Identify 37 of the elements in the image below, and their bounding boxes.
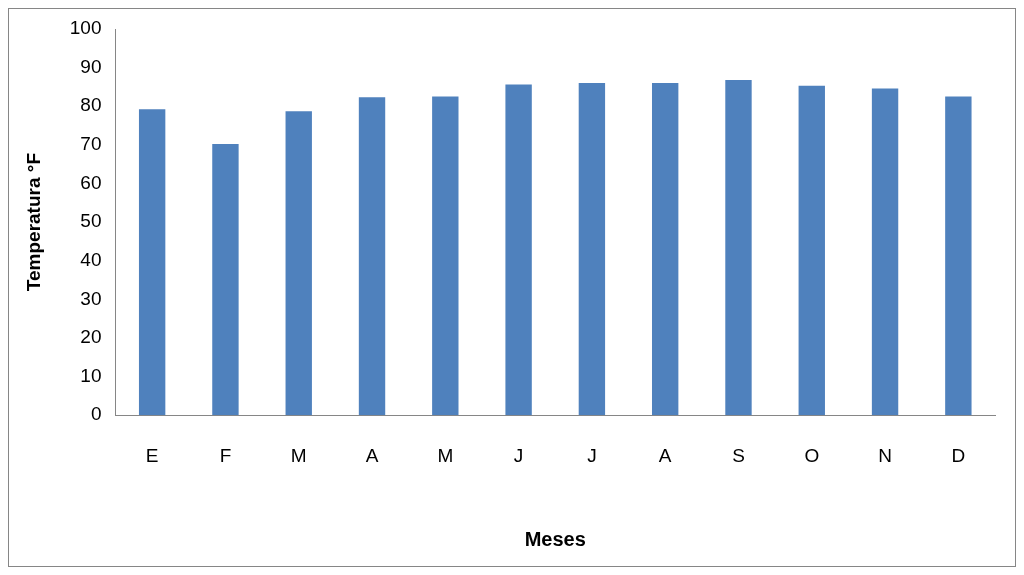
y-tick-label: 70 <box>80 133 102 155</box>
y-tick-label: 50 <box>80 210 102 232</box>
bar <box>652 83 679 416</box>
y-tick-label: 20 <box>80 326 102 348</box>
bar <box>871 88 899 416</box>
bar <box>432 96 459 416</box>
x-tick-label: N <box>878 444 892 466</box>
bar <box>798 85 825 416</box>
x-tick-label: J <box>587 444 597 466</box>
x-tick-label: A <box>658 444 672 466</box>
bar <box>358 97 386 416</box>
x-tick-label: M <box>437 444 454 466</box>
y-tick-label: 30 <box>80 287 102 309</box>
y-tick-label: 40 <box>80 248 102 270</box>
x-tick-label: F <box>219 444 232 466</box>
y-tick-label: 100 <box>69 17 102 39</box>
x-tick-label: E <box>145 444 159 466</box>
x-axis-title: Meses <box>524 527 586 550</box>
x-tick-label: S <box>732 444 745 466</box>
y-tick-label: 60 <box>80 171 102 193</box>
y-axis-title: Temperatura °F <box>22 153 44 292</box>
x-tick-label: M <box>290 444 307 466</box>
bar <box>725 79 752 416</box>
x-tick-label: O <box>804 444 820 466</box>
x-tick-label: J <box>513 444 524 466</box>
x-tick-label: A <box>365 444 379 466</box>
bar <box>578 83 606 416</box>
bar <box>285 111 312 416</box>
bar <box>945 96 972 416</box>
y-tick-label: 90 <box>80 55 102 77</box>
bar <box>505 84 532 416</box>
bar <box>212 144 239 416</box>
x-tick-label: D <box>951 444 966 466</box>
y-tick-label: 0 <box>90 403 102 425</box>
y-tick-label: 10 <box>80 364 102 386</box>
bar <box>138 109 166 416</box>
y-tick-label: 80 <box>80 94 102 116</box>
